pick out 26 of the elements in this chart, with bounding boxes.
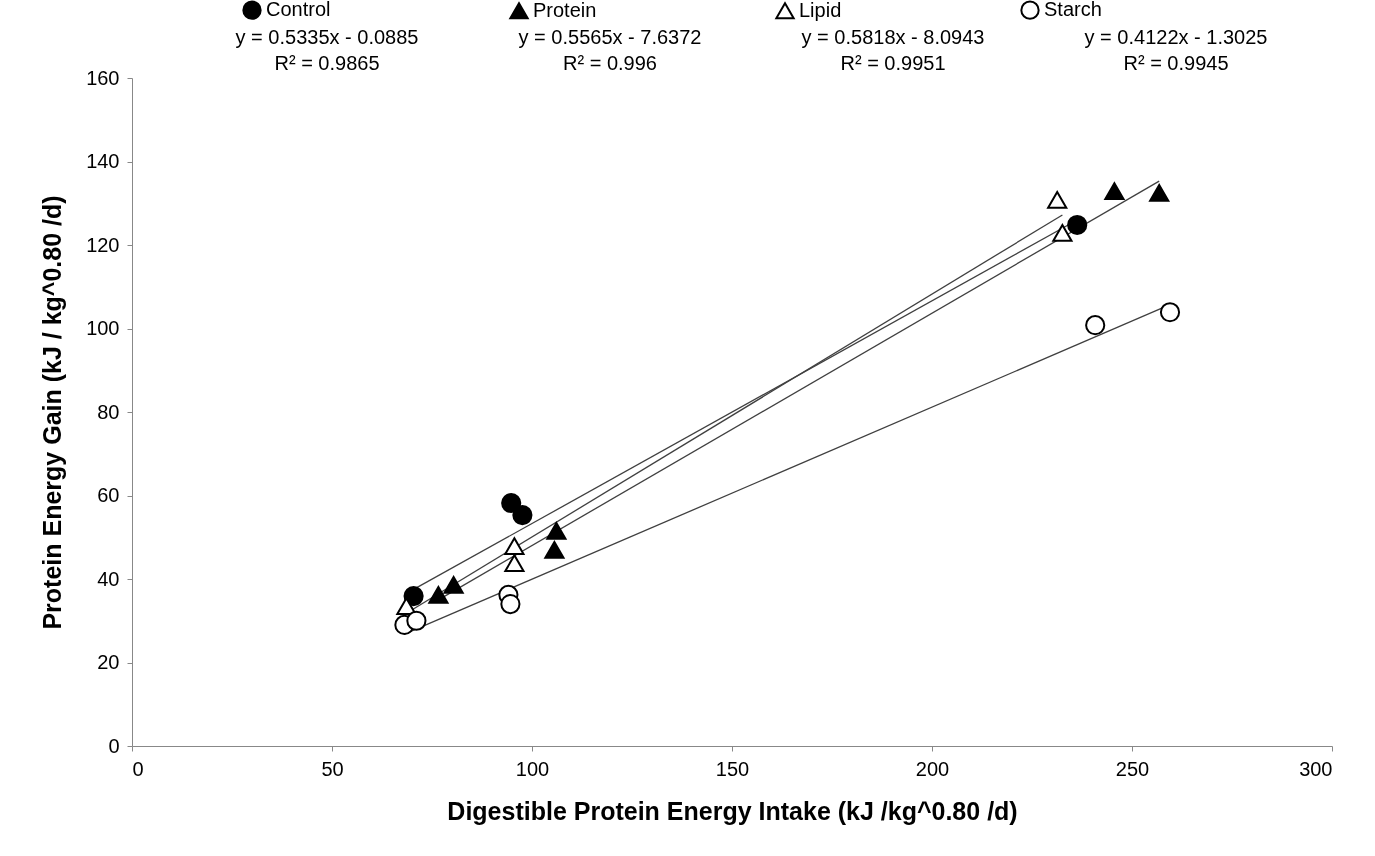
- x-tick-label: 0: [132, 757, 144, 780]
- text: y = 0.5818x - 8.0943 R² = 0.9951: [801, 26, 985, 74]
- x-tick-label: 150: [715, 757, 750, 780]
- text: y = 0.5335x - 0.0885 R² = 0.9865: [235, 26, 419, 74]
- y-axis-title: Protein Energy Gain (kJ / kg^0.80 /d): [38, 195, 67, 630]
- y-tick-label: 40: [97, 567, 120, 590]
- x-tick-label: 300: [1299, 757, 1333, 780]
- y-tick-label: 0: [108, 734, 120, 757]
- y-tick-label: 100: [86, 317, 120, 339]
- y-tick-label: 20: [97, 651, 120, 673]
- legend-label: Starch: [1044, 0, 1102, 21]
- x-tick-label: 200: [915, 757, 950, 780]
- legend-label: Control: [266, 0, 331, 21]
- x-axis-title: Digestible Protein Energy Intake (kJ /kg^0.80 /d): [447, 796, 1018, 825]
- y-tick-label: 120: [86, 233, 120, 256]
- legend-label: Protein: [533, 0, 597, 21]
- y-tick-label: 80: [97, 400, 120, 423]
- y-tick-label: 60: [97, 484, 120, 506]
- text: y = 0.5565x - 7.6372 R² = 0.996: [518, 26, 702, 74]
- y-tick-label: 160: [86, 66, 120, 89]
- x-tick-label: 250: [1115, 757, 1150, 780]
- y-tick-label: 140: [86, 150, 120, 172]
- x-tick-label: 50: [321, 757, 344, 780]
- text: y = 0.4122x - 1.3025 R² = 0.9945: [1084, 26, 1268, 74]
- legend-label: Lipid: [799, 0, 842, 21]
- x-tick-label: 100: [515, 757, 550, 780]
